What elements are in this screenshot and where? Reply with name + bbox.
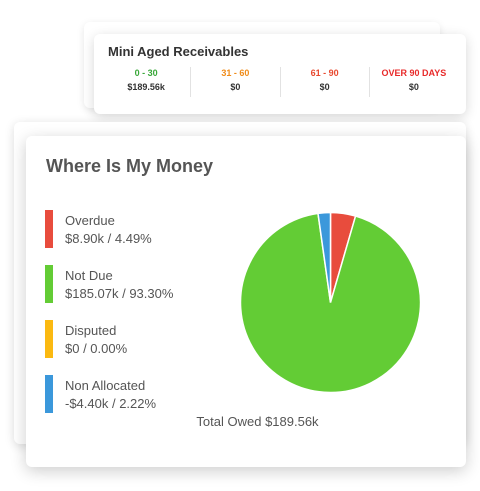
aged-receivables-title: Mini Aged Receivables — [108, 44, 249, 59]
legend-label: Disputed — [65, 323, 117, 338]
bucket-label: 31 - 60 — [221, 68, 250, 78]
legend-swatch — [45, 320, 53, 358]
legend-label: Non Allocated — [65, 378, 146, 393]
legend-value: -$4.40k / 2.22% — [65, 396, 157, 411]
total-owed: Total Owed $189.56k — [196, 414, 319, 429]
legend-item-disputed[interactable]: Disputed $0 / 0.00% — [45, 320, 215, 360]
pie-slice-not-due[interactable] — [239, 212, 422, 394]
legend-value: $185.07k / 93.30% — [65, 286, 174, 301]
bucket-61-90[interactable]: 61 - 90 $0 — [281, 67, 370, 97]
bucket-0-30[interactable]: 0 - 30 $189.56k — [102, 67, 192, 97]
legend-label: Overdue — [65, 213, 115, 228]
legend-swatch — [45, 375, 53, 413]
bucket-label: OVER 90 DAYS — [381, 68, 447, 78]
bucket-31-60[interactable]: 31 - 60 $0 — [191, 67, 281, 97]
bucket-value: $0 — [408, 82, 419, 92]
legend-label: Not Due — [65, 268, 113, 283]
where-is-my-money-card[interactable]: Where Is My Money Overdue $8.90k / 4.49%… — [26, 136, 466, 467]
bucket-value: $0 — [319, 82, 330, 92]
pie-slice-non-allocated[interactable] — [317, 211, 332, 303]
aged-buckets: 0 - 30 $189.56k 31 - 60 $0 61 - 90 $0 OV… — [102, 67, 458, 97]
bucket-label: 61 - 90 — [310, 68, 339, 78]
mini-aged-receivables-card[interactable]: Mini Aged Receivables 0 - 30 $189.56k 31… — [94, 34, 466, 114]
bucket-over-90[interactable]: OVER 90 DAYS $0 — [370, 67, 458, 97]
bucket-value: $189.56k — [127, 82, 165, 92]
legend-value: $8.90k / 4.49% — [65, 231, 152, 246]
bucket-value: $0 — [230, 82, 241, 92]
money-pie-chart[interactable] — [239, 211, 422, 394]
legend-value: $0 / 0.00% — [65, 341, 128, 356]
legend-swatch — [45, 210, 53, 248]
legend-swatch — [45, 265, 53, 303]
legend-item-overdue[interactable]: Overdue $8.90k / 4.49% — [45, 210, 215, 250]
money-title: Where Is My Money — [46, 156, 214, 176]
legend-item-not-due[interactable]: Not Due $185.07k / 93.30% — [45, 265, 215, 305]
bucket-label: 0 - 30 — [134, 68, 158, 78]
legend-item-non-allocated[interactable]: Non Allocated -$4.40k / 2.22% — [45, 375, 215, 415]
